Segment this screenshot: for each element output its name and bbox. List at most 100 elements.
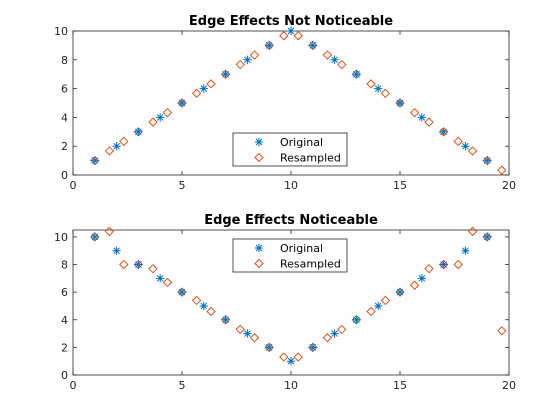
data-point-resampled xyxy=(337,59,347,70)
data-point-original xyxy=(439,127,448,136)
y-tick-label: 4 xyxy=(61,111,68,124)
data-point-original xyxy=(134,127,143,136)
y-tick-label: 10 xyxy=(54,25,68,38)
x-tick-label: 5 xyxy=(179,179,186,192)
series-original xyxy=(90,26,492,165)
data-point-original xyxy=(417,113,426,122)
x-tick-label: 20 xyxy=(502,379,516,392)
data-point-resampled xyxy=(279,352,289,362)
data-point-resampled xyxy=(424,117,434,127)
data-point-resampled xyxy=(424,263,434,274)
data-point-original xyxy=(330,55,339,64)
y-tick-label: 6 xyxy=(61,83,68,96)
data-point-resampled xyxy=(366,79,376,89)
data-point-resampled xyxy=(104,226,115,237)
series-resampled xyxy=(90,226,507,362)
data-point-resampled xyxy=(119,259,129,270)
data-point-original xyxy=(395,98,405,108)
legend-label-resampled: Resampled xyxy=(280,152,341,165)
legend-marker-resampled xyxy=(254,152,264,163)
data-point-resampled xyxy=(380,295,391,306)
data-point-resampled xyxy=(206,306,216,317)
data-point-original xyxy=(199,84,208,93)
data-point-original xyxy=(156,274,165,283)
data-point-original xyxy=(286,356,296,366)
data-point-resampled xyxy=(162,277,173,288)
data-point-original xyxy=(395,287,405,297)
data-point-original xyxy=(243,55,252,64)
data-point-original xyxy=(90,156,99,165)
legend-box xyxy=(232,132,348,167)
data-point-original xyxy=(112,142,121,151)
y-tick-label: 2 xyxy=(61,140,68,153)
legend-marker-resampled xyxy=(254,258,264,269)
data-point-resampled xyxy=(497,326,507,336)
data-point-original xyxy=(417,274,426,283)
data-point-original xyxy=(156,113,165,122)
data-point-resampled xyxy=(409,107,420,118)
data-point-resampled xyxy=(467,146,478,156)
data-point-original xyxy=(374,301,383,311)
data-point-original xyxy=(221,70,230,79)
data-point-original xyxy=(221,315,230,324)
data-point-resampled xyxy=(235,59,245,70)
y-tick-label: 2 xyxy=(61,341,68,354)
data-point-original xyxy=(134,260,143,269)
y-tick-label: 8 xyxy=(61,259,68,272)
y-tick-label: 8 xyxy=(61,54,68,67)
legend-marker-original xyxy=(254,137,264,147)
data-point-resampled xyxy=(249,333,260,343)
data-point-original xyxy=(352,70,361,79)
x-tick-label: 20 xyxy=(502,179,516,192)
data-point-original xyxy=(265,343,274,352)
data-point-original xyxy=(308,343,317,352)
data-point-resampled xyxy=(191,295,202,306)
data-point-resampled xyxy=(409,280,420,290)
data-point-resampled xyxy=(380,88,391,99)
chart-panel-1: Edge Effects Not Noticeable 0 5 10 15 20 0 2 4 6 8… xyxy=(54,14,516,192)
data-point-original xyxy=(461,246,470,255)
x-tick-label: 15 xyxy=(393,179,407,192)
legend: Original Resampled xyxy=(232,238,348,273)
data-point-original xyxy=(243,329,252,338)
data-point-resampled xyxy=(235,324,245,335)
y-tick-label: 10 xyxy=(54,231,68,244)
data-point-original xyxy=(352,315,361,324)
data-point-original xyxy=(177,98,187,108)
data-point-resampled xyxy=(162,107,173,118)
data-point-original xyxy=(286,26,296,36)
data-point-resampled xyxy=(104,146,115,156)
x-tick-label: 0 xyxy=(70,379,77,392)
data-point-resampled xyxy=(279,31,289,41)
data-point-original xyxy=(308,41,317,50)
x-tick-label: 5 xyxy=(179,379,186,392)
data-point-resampled xyxy=(293,31,303,41)
legend-marker-original xyxy=(254,243,264,253)
legend-label-resampled: Resampled xyxy=(280,258,341,271)
data-point-original xyxy=(461,142,470,151)
x-tick-label: 15 xyxy=(393,379,407,392)
chart-title: Edge Effects Noticeable xyxy=(204,213,378,228)
data-point-original xyxy=(330,329,339,338)
data-point-original xyxy=(265,41,274,50)
data-point-original xyxy=(90,232,99,242)
legend: Original Resampled xyxy=(232,132,348,167)
data-point-resampled xyxy=(322,50,333,60)
data-point-resampled xyxy=(293,352,303,362)
x-tick-label: 0 xyxy=(70,179,77,192)
data-point-resampled xyxy=(249,50,260,60)
data-point-resampled xyxy=(322,333,333,343)
y-tick-label: 0 xyxy=(61,169,68,182)
data-point-resampled xyxy=(366,306,376,317)
data-point-resampled xyxy=(453,136,463,147)
data-point-original xyxy=(439,260,448,269)
legend-box xyxy=(232,238,348,273)
data-point-resampled xyxy=(453,259,463,270)
data-point-resampled xyxy=(337,324,347,335)
legend-label-original: Original xyxy=(280,242,323,255)
data-point-original xyxy=(112,246,121,255)
data-point-original xyxy=(374,84,383,93)
data-point-original xyxy=(483,232,492,242)
data-point-resampled xyxy=(148,117,158,127)
